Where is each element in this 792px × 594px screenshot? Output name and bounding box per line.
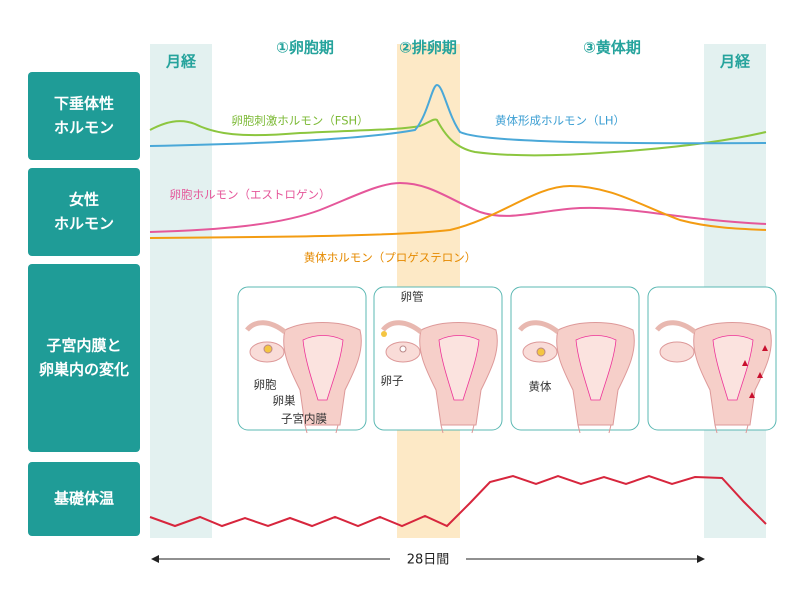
panel-label: 卵胞	[254, 378, 277, 392]
panel-label: 卵管	[401, 290, 424, 304]
hormone-label: 卵胞刺激ホルモン（FSH）	[231, 114, 368, 128]
row-box: 子宮内膜と 卵巣内の変化	[28, 264, 140, 452]
uterus-panel	[373, 286, 503, 433]
menses-band	[150, 44, 212, 538]
phase-label: ③黄体期	[583, 39, 641, 57]
row-box: 女性 ホルモン	[28, 168, 140, 256]
uterus-panel	[237, 286, 367, 433]
row-label: 女性	[69, 191, 99, 209]
panel-label: 卵巣	[273, 394, 296, 408]
fsh-curve	[149, 118, 767, 157]
phase-label: 月経	[165, 53, 197, 71]
uterus-panel	[647, 286, 777, 433]
row-label: 基礎体温	[53, 490, 114, 508]
estrogen-curve	[149, 181, 767, 233]
row-label: 下垂体性	[54, 95, 114, 113]
row-label: 子宮内膜と	[46, 337, 121, 355]
row-box: 下垂体性 ホルモン	[28, 72, 140, 160]
hormone-label: 黄体形成ホルモン（LH）	[495, 114, 625, 128]
progesterone-curve	[149, 184, 767, 239]
temperature-line	[149, 474, 767, 528]
phase-label: 月経	[719, 53, 751, 71]
uterus-panel	[510, 286, 640, 433]
lh-curve	[149, 83, 767, 147]
row-box: 基礎体温	[28, 462, 140, 536]
panel-label: 黄体	[529, 380, 552, 394]
panel-label: 子宮内膜	[281, 412, 327, 426]
phase-label: ①卵胞期	[276, 39, 334, 57]
hormone-label: 黄体ホルモン（プロゲステロン）	[304, 251, 477, 265]
row-label: ホルモン	[54, 215, 114, 233]
duration-label: 28日間	[407, 553, 450, 568]
panel-label: 卵子	[381, 374, 404, 388]
row-label: ホルモン	[54, 119, 114, 137]
phase-label: ②排卵期	[399, 39, 457, 57]
row-label: 卵巣内の変化	[39, 361, 129, 379]
hormone-label: 卵胞ホルモン（エストロゲン）	[170, 188, 331, 202]
